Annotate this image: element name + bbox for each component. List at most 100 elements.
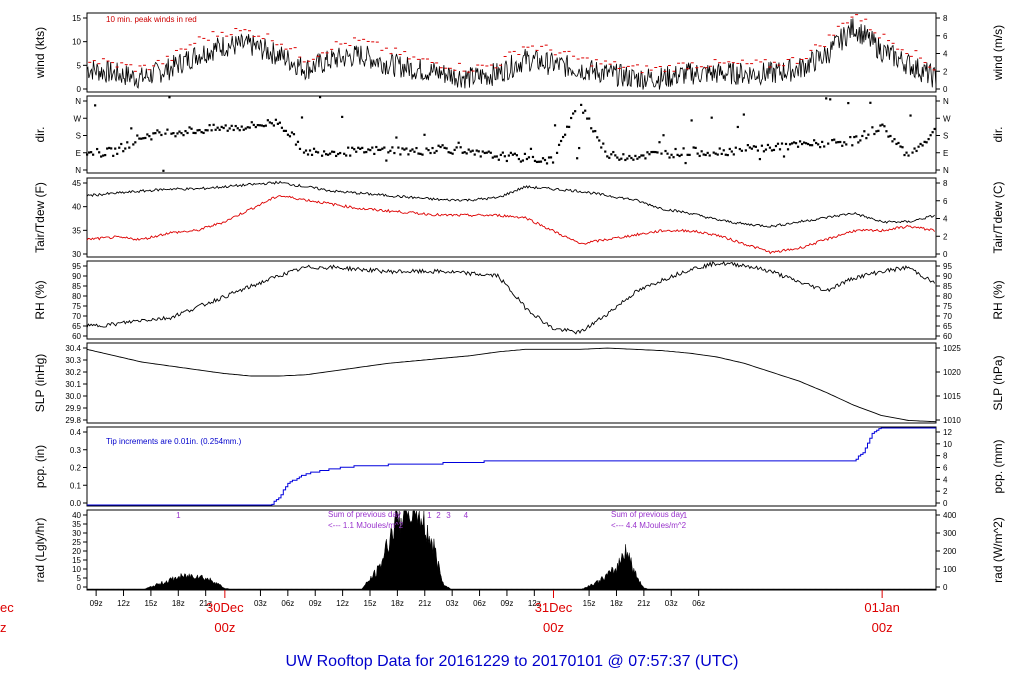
dir-point [226,129,229,132]
dir-point [122,150,125,153]
dir-point [582,111,585,114]
temp-ylabel: Tair/Tdew (F) [33,182,47,253]
dir-point [429,151,432,155]
wind-frame [86,12,937,93]
dir-point [393,151,396,155]
dir-point [264,124,267,127]
dir-point [632,158,635,161]
dir-point [501,151,504,154]
xtick-label: 06z [281,599,294,608]
rh-panel: RH (%) RH (%)6065707580859095606570758085… [33,260,1005,341]
dir-point [612,150,615,154]
xtick-label: 12z [528,599,541,608]
dir-point [899,145,902,148]
dir-point [674,147,677,151]
dir-point [756,149,760,152]
dir-point [477,150,480,153]
dir-point [214,128,217,131]
dir-point [547,156,551,159]
dir-point [459,146,462,149]
dir-point [568,125,571,129]
dir-point [686,153,689,156]
rad-ylabel-right: rad (W/m^2) [991,517,1005,583]
dir-point [616,156,619,159]
dir-point [694,146,697,149]
dir-point [128,146,131,149]
dir-point [859,139,862,142]
dir-point [236,127,239,130]
dir-point [160,133,163,137]
dir-point [447,151,450,154]
dir-point [308,149,312,152]
dir-point [780,142,784,145]
ytick-label-right: 300 [943,529,957,538]
dir-point [680,153,683,156]
dir-point [698,154,701,158]
pcp-annotation: Tip increments are 0.01in. (0.254mm.) [106,437,242,446]
dir-point [913,147,916,150]
dir-point [118,146,121,149]
dir-point [887,135,890,138]
ytick-label: 25 [72,538,81,547]
dir-point [373,152,376,156]
dir-point [312,147,316,150]
dir-point [335,154,338,158]
dir-point [286,133,290,136]
ytick-label-right: S [943,132,948,141]
dir-point [379,148,382,152]
dir-point [234,124,237,128]
dir-point [136,134,139,137]
dir-point [465,152,468,155]
ytick-label: 35 [72,226,81,235]
ytick-label-right: 0 [943,583,948,592]
dir-point [800,142,804,146]
pcp-panel: pcp. (in) pcp. (mm) 0.0 0.1 0.2 0.3 0.4 0 2 4 6 8 10… [33,426,1005,508]
ytick-label: 40 [72,203,81,212]
dir-point [823,145,826,148]
temp-frame [86,177,937,258]
rh-frame [86,260,937,340]
dir-point [901,146,904,149]
dir-point [590,127,593,130]
dir-point [634,154,637,158]
ytick-label-right: 70 [943,312,952,321]
dir-point [164,132,167,135]
dir-point [212,123,215,126]
rad-annotation-2a: Sum of previous day [611,510,684,519]
dir-point [813,139,816,142]
dir-point [712,151,715,154]
dir-point [266,119,269,122]
dir-point [921,144,924,147]
dir-point [278,121,282,124]
dir-point [318,96,322,99]
dir-point [837,141,840,144]
dir-point [409,149,412,152]
dir-point [879,124,882,127]
dir-point [453,148,456,152]
ytick-label: 30.0 [65,392,81,401]
dir-point [734,146,737,149]
dir-point [385,159,388,162]
dir-point [86,153,89,156]
dir-point [228,127,231,130]
dir-point [441,144,444,147]
ytick-label: 0.3 [70,446,82,455]
dir-point [154,132,157,135]
dir-point [489,151,492,154]
dir-point [423,133,426,136]
dir-point [481,150,484,153]
dir-point [652,150,655,154]
dir-point [431,146,434,150]
peak-mark-label: 4 [464,511,469,520]
dir-point [116,152,119,155]
dir-point [845,143,848,146]
ytick-label-right: 100 [943,565,957,574]
dir-point [110,147,113,150]
dir-point [425,147,428,150]
ytick-label: 30.4 [65,344,81,353]
dir-point [730,150,733,153]
ytick-label: 5 [77,574,82,583]
wind-line [86,18,937,90]
ytick-label-right: 90 [943,272,952,281]
